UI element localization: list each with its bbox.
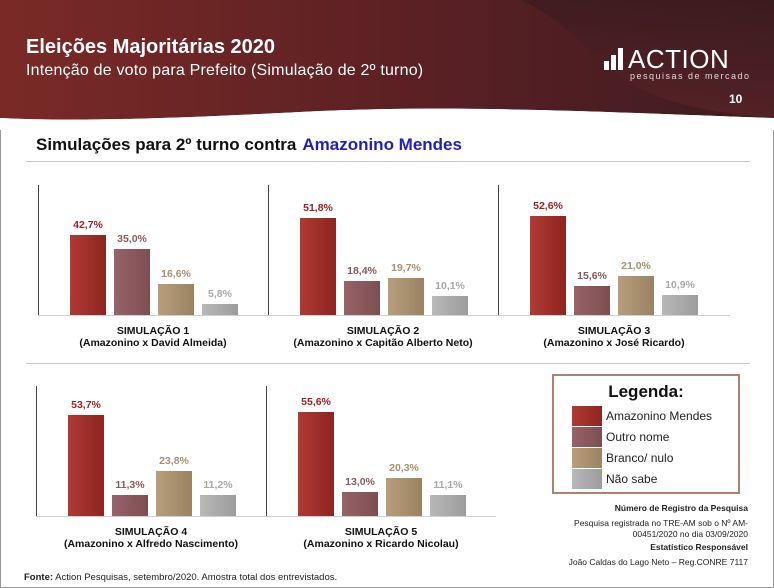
simulation-title: SIMULAÇÃO 2 — [346, 325, 420, 337]
bar-branco — [156, 471, 192, 516]
legend-label-nao-sabe: Não sabe — [606, 472, 658, 486]
legend-title: Legenda: — [608, 382, 684, 401]
bar-branco — [386, 478, 422, 516]
section-title-highlight: Amazonino Mendes — [302, 135, 462, 154]
logo-name: ACTION — [628, 44, 730, 74]
value-label-amazonino: 55,6% — [301, 396, 331, 408]
value-label-amazonino: 52,6% — [533, 200, 563, 212]
simulation-2-panel: 51,8% 18,4% 19,7% 10,1% SIMULAÇÃO 2 (Amazonin… — [268, 185, 498, 351]
legend-label-amazonino: Amazonino Mendes — [606, 409, 713, 423]
simulation-subtitle: (Amazonino x David Almeida) — [79, 337, 227, 349]
bar-nao-sabe — [662, 295, 698, 315]
bar-amazonino — [70, 235, 106, 315]
legend-swatch-branco — [572, 448, 602, 468]
bar-outro — [344, 281, 380, 315]
page-number: 10 — [729, 92, 743, 106]
legend-label-branco: Branco/ nulo — [606, 451, 674, 465]
simulation-subtitle: (Amazonino x Alfredo Nascimento) — [63, 538, 239, 550]
value-label-nao-sabe: 11,2% — [203, 479, 233, 491]
panel-baseline — [498, 315, 730, 316]
statistician-name: João Caldas do Lago Neto – Reg.CONRE 711… — [568, 557, 748, 567]
legend: Legenda: Amazonino Mendes Outro nome Bra… — [552, 374, 740, 494]
registration-heading: Número de Registro da Pesquisa — [614, 503, 748, 513]
header-banner — [0, 0, 774, 130]
panel-baseline — [266, 516, 496, 517]
simulation-subtitle: (Amazonino x José Ricardo) — [543, 337, 685, 349]
panel-axis-line — [38, 185, 39, 315]
footer-source: Fonte: Action Pesquisas, setembro/2020. … — [24, 572, 337, 583]
logo-subtitle: pesquisas de mercado — [630, 71, 751, 81]
panel-axis-line — [36, 386, 37, 516]
panel-baseline — [268, 315, 498, 316]
bar-nao-sabe — [430, 495, 466, 516]
value-label-outro: 35,0% — [117, 233, 147, 245]
simulation-4-panel: 53,7% 11,3% 23,8% 11,2% SIMULAÇÃO 4 (Amazonin… — [36, 386, 266, 552]
simulation-title: SIMULAÇÃO 5 — [344, 526, 418, 538]
bar-outro — [574, 286, 610, 315]
bar-outro — [112, 495, 148, 516]
simulation-title: SIMULAÇÃO 3 — [577, 325, 651, 337]
simulation-subtitle: (Amazonino x Capitão Alberto Neto) — [293, 337, 473, 349]
value-label-nao-sabe: 10,1% — [435, 280, 465, 292]
bar-branco — [158, 284, 194, 315]
value-label-outro: 13,0% — [345, 476, 375, 488]
bar-branco — [388, 278, 424, 315]
footer-text: Action Pesquisas, setembro/2020. Amostra… — [55, 572, 338, 583]
value-label-outro: 15,6% — [577, 270, 607, 282]
simulation-5-panel: 55,6% 13,0% 20,3% 11,1% SIMULAÇÃO 5 (Amazonin… — [266, 386, 496, 552]
value-label-outro: 11,3% — [115, 479, 145, 491]
legend-label-outro: Outro nome — [606, 430, 670, 444]
panel-axis-line — [268, 185, 269, 315]
registration-line-1: Pesquisa registrada no TRE-AM sob o Nº A… — [574, 518, 748, 528]
footer-label: Fonte: — [24, 572, 54, 583]
simulation-subtitle: (Amazonino x Ricardo Nicolau) — [303, 538, 459, 550]
bar-nao-sabe — [202, 304, 238, 315]
bar-amazonino — [298, 412, 334, 516]
simulation-title: SIMULAÇÃO 4 — [114, 526, 188, 538]
value-label-branco: 20,3% — [389, 462, 419, 474]
bar-nao-sabe — [200, 495, 236, 516]
registration-line-2: 00451/2020 no dia 03/09/2020 — [632, 529, 748, 539]
legend-swatch-outro — [572, 427, 602, 447]
bar-amazonino — [530, 216, 566, 315]
legend-swatch-nao-sabe — [572, 469, 602, 489]
section-title-text: Simulações para 2º turno contra — [36, 135, 297, 154]
simulation-1-panel: 42,7% 35,0% 16,6% 5,8% SIMULAÇÃO 1 (Amazonino… — [38, 185, 268, 351]
action-logo: ACTION pesquisas de mercado — [604, 44, 754, 84]
bar-branco — [618, 276, 654, 315]
page-subtitle: Intenção de voto para Prefeito (Simulaçã… — [26, 62, 424, 79]
value-label-branco: 16,6% — [161, 268, 191, 280]
panel-baseline — [38, 315, 268, 316]
value-label-amazonino: 53,7% — [71, 399, 101, 411]
simulation-title: SIMULAÇÃO 1 — [116, 325, 190, 337]
bar-outro — [114, 249, 150, 315]
statistician-heading: Estatístico Responsável — [650, 542, 748, 552]
value-label-branco: 21,0% — [621, 260, 651, 272]
row-divider — [26, 363, 750, 364]
value-label-nao-sabe: 11,1% — [433, 479, 463, 491]
section-title: Simulações para 2º turno contra Amazonino… — [36, 135, 462, 155]
panel-axis-line — [266, 386, 267, 516]
bar-amazonino — [68, 415, 104, 516]
page-title: Eleições Majoritárias 2020 — [26, 36, 276, 58]
value-label-outro: 18,4% — [347, 265, 377, 277]
value-label-branco: 19,7% — [391, 262, 421, 274]
value-label-nao-sabe: 5,8% — [208, 288, 232, 300]
logo-bars-icon — [604, 48, 628, 70]
value-label-amazonino: 51,8% — [303, 202, 333, 214]
panel-axis-line — [498, 185, 499, 315]
simulation-3-panel: 52,6% 15,6% 21,0% 10,9% SIMULAÇÃO 3 (Amazonin… — [498, 185, 730, 351]
value-label-amazonino: 42,7% — [73, 219, 103, 231]
section-divider — [26, 161, 750, 162]
value-label-branco: 23,8% — [159, 455, 189, 467]
bar-outro — [342, 492, 378, 516]
value-label-nao-sabe: 10,9% — [665, 279, 695, 291]
legend-swatch-amazonino — [572, 406, 602, 426]
panel-baseline — [36, 516, 266, 517]
bar-amazonino — [300, 218, 336, 315]
bar-nao-sabe — [432, 296, 468, 315]
